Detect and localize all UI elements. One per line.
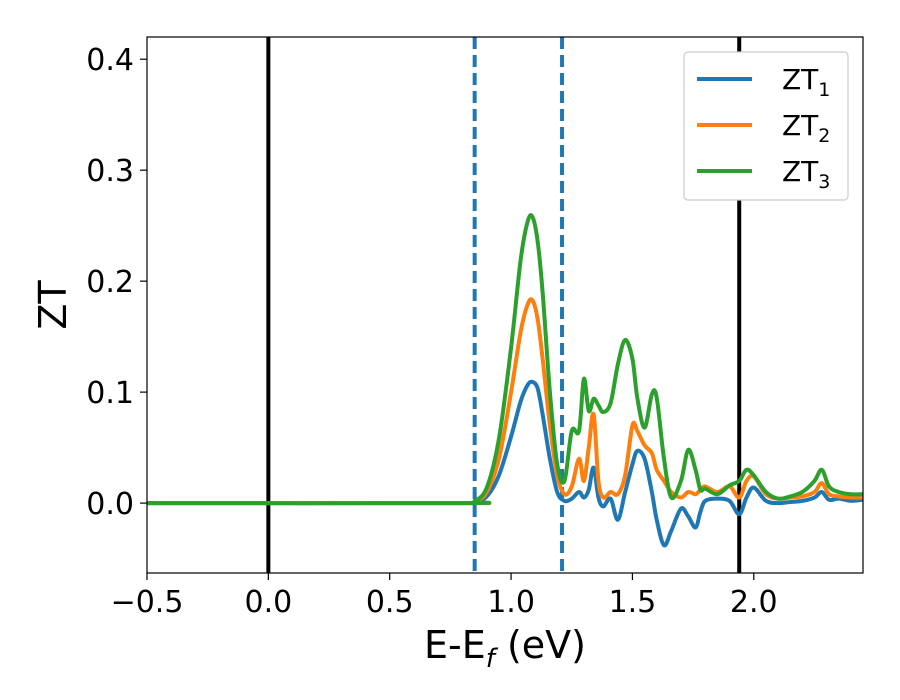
y-tick-label: 0.3 [86,154,134,189]
y-axis-label: ZT [31,280,75,330]
y-tick-label: 0.1 [86,376,134,411]
x-axis-label: E-Ef (eV) [424,623,586,674]
legend: ZT1 ZT2 ZT3 [683,51,849,201]
legend-label-zt2: ZT2 [782,109,830,147]
series-line-zt3 [147,213,863,506]
x-axis-ticks: −0.5 0.0 0.5 1.0 1.5 2.0 [111,573,778,620]
x-tick-label: −0.5 [111,585,184,620]
y-axis-ticks: 0.0 0.1 0.2 0.3 0.4 [86,43,147,522]
x-tick-label: 0.0 [244,585,292,620]
x-tick-label: 1.5 [609,585,657,620]
legend-label-zt1: ZT1 [782,63,830,101]
x-tick-label: 2.0 [730,585,778,620]
series-line-zt1 [147,379,863,548]
plot-frame [146,36,864,574]
y-tick-label: 0.2 [86,265,134,300]
x-tick-label: 1.0 [487,585,535,620]
series-layer [147,213,863,548]
y-tick-label: 0.4 [86,43,134,78]
legend-label-zt3: ZT3 [782,155,830,193]
x-tick-label: 0.5 [366,585,414,620]
y-tick-label: 0.0 [86,487,134,522]
legend-frame [683,51,849,201]
